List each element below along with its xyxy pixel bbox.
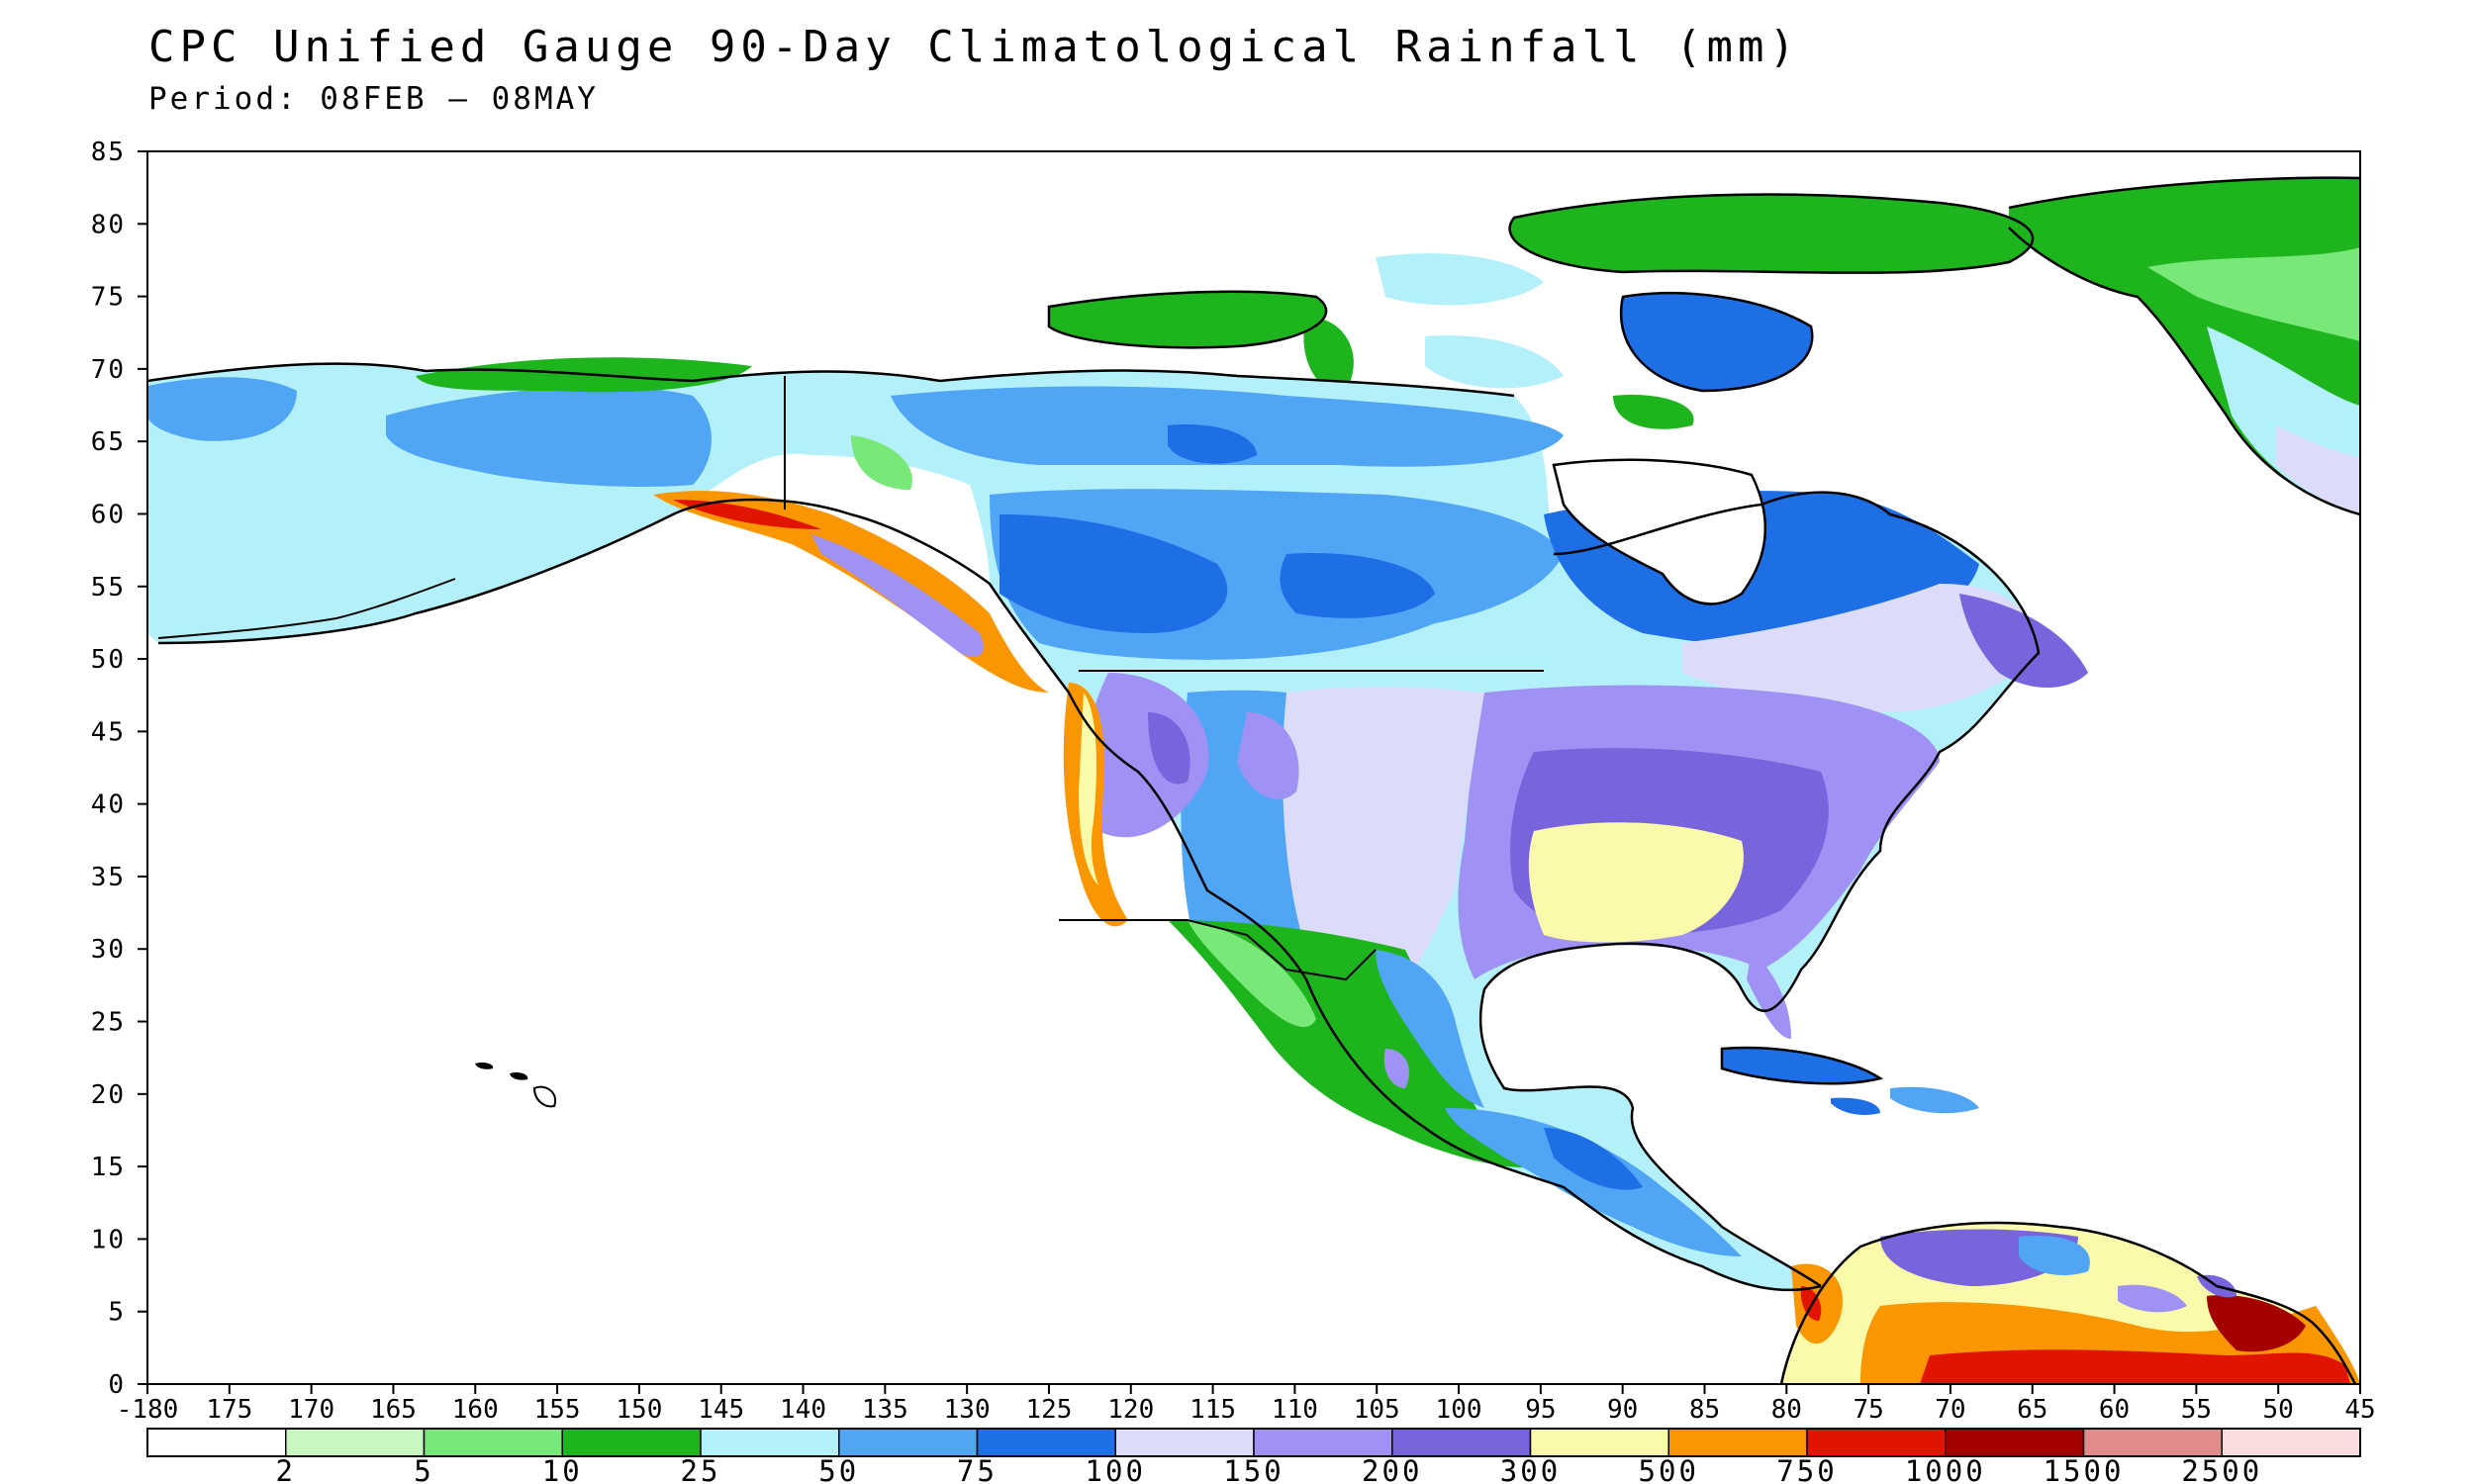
lat-tick-label: 0 <box>108 1370 126 1400</box>
colorbar-swatch <box>285 1428 426 1457</box>
lon-tick-label: 125 <box>1025 1395 1072 1425</box>
lon-tick-label: 100 <box>1436 1395 1482 1425</box>
colorbar-swatch <box>1806 1428 1947 1457</box>
lon-tick-label: 65 <box>2017 1395 2047 1425</box>
lon-tick-label: 150 <box>616 1395 662 1425</box>
colorbar-label: 5 <box>414 1454 433 1484</box>
lat-tick-label: 30 <box>91 935 126 965</box>
lon-tick-label: 50 <box>2263 1395 2294 1425</box>
lon-tick-label: 140 <box>780 1395 826 1425</box>
lon-tick-label: 75 <box>1853 1395 1883 1425</box>
colorbar-label: 75 <box>957 1454 998 1484</box>
lat-tick-label: 60 <box>91 500 126 529</box>
colorbar-swatch <box>1253 1428 1393 1457</box>
lat-tick-label: 80 <box>91 210 126 239</box>
colorbar-label: 50 <box>818 1454 859 1484</box>
colorbar-swatch <box>146 1428 287 1457</box>
lon-tick-label: 95 <box>1525 1395 1556 1425</box>
map-title: CPC Unified Gauge 90-Day Climatological … <box>148 22 1800 72</box>
colorbar-swatch <box>1945 1428 2085 1457</box>
lat-tick-label: 75 <box>91 283 126 313</box>
lon-tick-label: -180 <box>117 1395 179 1425</box>
period-subtitle: Period: 08FEB – 08MAY <box>148 81 599 117</box>
lat-tick-label: 70 <box>91 355 126 385</box>
colorbar-swatch <box>1114 1428 1255 1457</box>
lon-tick-label: 80 <box>1771 1395 1802 1425</box>
colorbar-swatch <box>561 1428 702 1457</box>
lat-tick-label: 15 <box>91 1153 126 1182</box>
colorbar-swatch <box>1667 1428 1808 1457</box>
lon-tick-label: 110 <box>1272 1395 1318 1425</box>
lon-tick-label: 55 <box>2181 1395 2212 1425</box>
arctic-islands <box>1049 194 2034 429</box>
lon-tick-label: 60 <box>2099 1395 2130 1425</box>
colorbar-label: 1500 <box>2044 1454 2125 1484</box>
colorbar-label: 500 <box>1639 1454 1699 1484</box>
colorbar-frame <box>146 1428 2361 1457</box>
lon-tick-label: 145 <box>698 1395 744 1425</box>
lat-tick-label: 85 <box>91 138 126 167</box>
lon-tick-label: 165 <box>370 1395 417 1425</box>
lon-tick-label: 120 <box>1107 1395 1154 1425</box>
colorbar-label: 10 <box>542 1454 583 1484</box>
colorbar-swatch <box>838 1428 979 1457</box>
lat-tick-label: 35 <box>91 863 126 892</box>
lon-tick-label: 105 <box>1354 1395 1400 1425</box>
lat-tick-label: 5 <box>108 1298 126 1328</box>
colorbar-label: 150 <box>1223 1454 1284 1484</box>
colorbar-label: 1000 <box>1905 1454 1986 1484</box>
north-america-landmass <box>147 357 2088 1290</box>
colorbar-label: 200 <box>1362 1454 1422 1484</box>
lon-tick-label: 85 <box>1689 1395 1720 1425</box>
lat-tick-label: 40 <box>91 790 126 820</box>
colorbar-label: 2500 <box>2181 1454 2262 1484</box>
colorbar-label: 100 <box>1086 1454 1146 1484</box>
lon-tick-label: 70 <box>1935 1395 1965 1425</box>
lon-tick-label: 135 <box>862 1395 908 1425</box>
lat-tick-label: 45 <box>91 717 126 747</box>
greenland-region <box>2009 177 2360 514</box>
lon-tick-label: 115 <box>1189 1395 1236 1425</box>
south-america-region <box>1781 1223 2360 1384</box>
lat-tick-label: 50 <box>91 645 126 675</box>
coastlines <box>147 176 2360 1384</box>
lat-tick-label: 55 <box>91 573 126 603</box>
colorbar-label: 300 <box>1500 1454 1561 1484</box>
lat-tick-label: 10 <box>91 1225 126 1254</box>
lon-tick-label: 90 <box>1607 1395 1638 1425</box>
colorbar-label: 2 <box>276 1454 296 1484</box>
colorbar-swatch <box>1391 1428 1532 1457</box>
lat-tick-label: 25 <box>91 1008 126 1038</box>
colorbar-swatch <box>423 1428 563 1457</box>
colorbar-swatch <box>700 1428 840 1457</box>
lat-tick-label: 65 <box>91 427 126 457</box>
colorbar-swatch <box>976 1428 1116 1457</box>
lon-tick-label: 170 <box>288 1395 334 1425</box>
colorbar-swatch <box>2221 1428 2361 1457</box>
lat-tick-label: 20 <box>91 1080 126 1110</box>
lon-tick-label: 130 <box>944 1395 991 1425</box>
colorbar-label: 25 <box>681 1454 721 1484</box>
aleutian-islands <box>157 578 456 639</box>
colorbar-label: 750 <box>1776 1454 1837 1484</box>
longitude-axis: -180 175 170 165 160 155 150 145 140 135 130 125 120… <box>117 1384 2376 1425</box>
map-frame <box>146 150 2361 1385</box>
colorbar-legend: 2 5 10 25 50 75 100 150 200 300 500 750 1000 1500 2500 <box>146 1428 2361 1484</box>
hawaii-islands <box>475 1062 557 1108</box>
lon-tick-label: 160 <box>452 1395 499 1425</box>
lon-tick-label: 45 <box>2344 1395 2375 1425</box>
lon-tick-label: 175 <box>206 1395 252 1425</box>
lon-tick-label: 155 <box>534 1395 581 1425</box>
colorbar-swatch <box>1529 1428 1669 1457</box>
political-boundaries <box>784 376 1544 981</box>
caribbean-islands <box>1722 1048 1979 1115</box>
rainfall-map <box>147 151 2360 1384</box>
colorbar-swatch <box>2082 1428 2223 1457</box>
